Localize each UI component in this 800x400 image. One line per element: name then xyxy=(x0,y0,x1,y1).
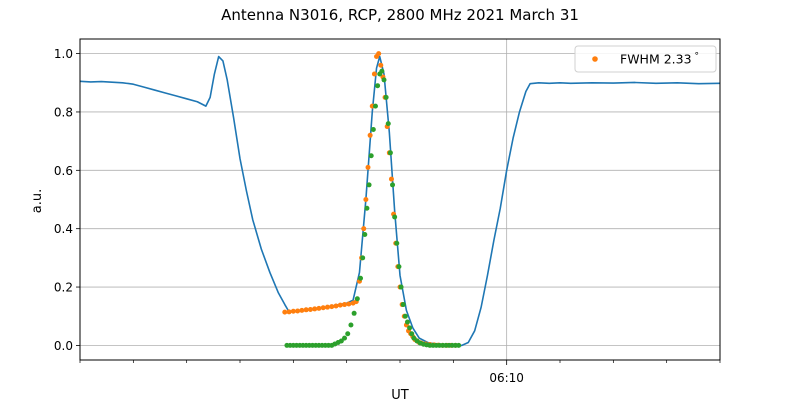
scatter-point xyxy=(368,153,374,159)
scatter-point xyxy=(409,331,415,337)
scatter-point xyxy=(351,310,357,316)
x-tick-label: 06:10 xyxy=(489,371,524,385)
scatter-point xyxy=(360,255,366,261)
scatter-point xyxy=(376,51,382,57)
scatter-point xyxy=(342,335,348,341)
scatter-point xyxy=(316,305,322,311)
scatter-point xyxy=(387,150,393,156)
scatter-point xyxy=(303,307,309,313)
scatter-point xyxy=(324,304,330,310)
scatter-point xyxy=(379,68,385,74)
scatter-point xyxy=(337,302,343,308)
scatter-point xyxy=(398,284,404,290)
axes-frame xyxy=(79,38,721,361)
y-tick-label: 0.2 xyxy=(54,281,73,295)
legend-label: FWHM 2.33 ° xyxy=(620,52,699,67)
scatter-point xyxy=(385,121,391,127)
scatter-point xyxy=(375,83,381,89)
scatter-point xyxy=(456,342,462,348)
x-axis: 06:10 xyxy=(79,360,721,385)
scatter-point xyxy=(338,338,344,344)
legend-box xyxy=(574,45,717,73)
scatter-point xyxy=(299,307,305,313)
scatter-point xyxy=(329,304,335,310)
scatter-point xyxy=(312,306,318,312)
scatter-point xyxy=(390,182,396,188)
plot-area xyxy=(79,51,721,348)
scatter-point xyxy=(378,62,384,68)
scatter-point xyxy=(367,132,373,138)
scatter-point xyxy=(363,197,369,202)
legend-marker xyxy=(592,56,598,62)
scatter-point xyxy=(400,302,406,308)
y-axis-label: a.u. xyxy=(30,189,45,213)
scatter-point xyxy=(411,335,417,341)
y-tick-label: 0.4 xyxy=(54,222,73,236)
scatter-point xyxy=(354,296,360,302)
y-tick-label: 1.0 xyxy=(54,47,73,61)
grid xyxy=(80,39,720,360)
series-line xyxy=(79,55,721,347)
scatter-point xyxy=(286,309,292,315)
scatter-point xyxy=(345,331,351,337)
legend: FWHM 2.33 ° xyxy=(574,45,717,73)
scatter-point xyxy=(290,308,296,314)
scatter-point xyxy=(392,214,398,220)
scatter-point xyxy=(366,182,372,188)
scatter-point xyxy=(361,226,367,232)
scatter-point xyxy=(358,275,364,281)
scatter-point xyxy=(402,313,408,319)
scatter-point xyxy=(333,303,339,309)
scatter-point xyxy=(364,205,370,211)
scatter-point xyxy=(282,309,288,315)
y-tick-label: 0.8 xyxy=(54,105,73,119)
scatter-point xyxy=(362,232,368,238)
scatter-point xyxy=(370,126,376,132)
x-axis-label: UT xyxy=(391,388,409,400)
scatter-point xyxy=(394,240,400,246)
y-axis: 0.0 0.2 0.4 0.6 0.8 1.0 xyxy=(54,47,80,353)
scatter-point xyxy=(383,94,389,100)
scatter-point xyxy=(388,176,394,182)
scatter-point xyxy=(348,322,354,328)
scatter-point xyxy=(342,302,348,308)
chart-title: Antenna N3016, RCP, 2800 MHz 2021 March … xyxy=(221,6,579,24)
scatter-point xyxy=(346,301,352,307)
scatter-point xyxy=(295,308,301,314)
y-tick-label: 0.6 xyxy=(54,164,73,178)
legend-degree-symbol: ° xyxy=(695,52,700,62)
scatter-point xyxy=(365,164,371,170)
y-tick-label: 0.0 xyxy=(54,339,73,353)
scatter-point xyxy=(307,307,313,313)
scatter-point xyxy=(381,77,387,83)
scatter-point xyxy=(320,305,326,311)
scatter-point xyxy=(372,103,378,109)
scatter-point xyxy=(404,319,410,325)
scatter-point xyxy=(407,325,413,331)
scatter-point xyxy=(371,71,377,77)
scatter-point xyxy=(396,264,402,270)
